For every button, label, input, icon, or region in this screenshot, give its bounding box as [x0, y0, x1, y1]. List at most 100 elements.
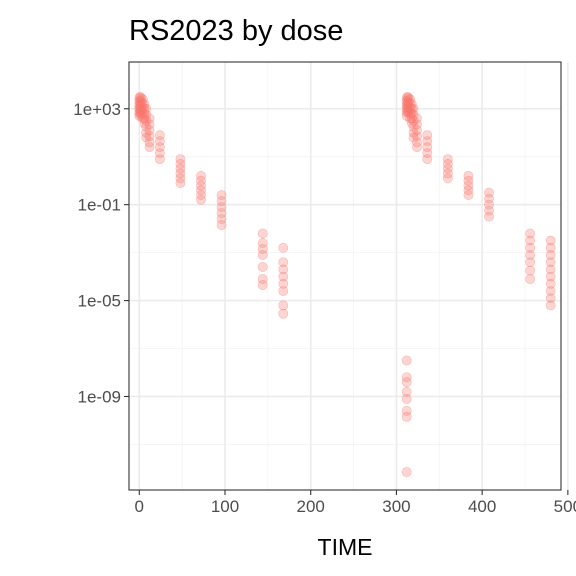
data-point — [196, 175, 206, 186]
data-point — [278, 257, 289, 268]
data-point — [136, 93, 146, 103]
data-point — [401, 93, 412, 103]
data-point — [412, 142, 422, 153]
data-point — [141, 132, 152, 143]
data-point — [408, 103, 419, 114]
x-axis: 0 100 200 300 400 500 — [135, 490, 576, 516]
data-point — [422, 142, 433, 153]
data-point — [257, 250, 268, 260]
data-point — [135, 99, 146, 109]
data-point — [144, 119, 155, 130]
data-point — [154, 142, 165, 153]
data-point — [137, 103, 148, 114]
data-point — [403, 97, 414, 108]
data-point — [422, 148, 433, 159]
data-point — [403, 93, 414, 103]
data-point — [401, 107, 412, 118]
data-point — [412, 137, 422, 148]
data-point — [545, 271, 556, 282]
data-point — [141, 127, 152, 138]
data-point — [137, 108, 148, 119]
x-tick-label: 0 — [135, 497, 144, 516]
data-point — [175, 163, 186, 174]
y-tick-label: 1e-01 — [78, 196, 121, 215]
data-points — [134, 91, 556, 477]
data-point — [545, 257, 556, 268]
data-point — [141, 103, 152, 114]
data-point — [525, 235, 536, 246]
data-point — [422, 130, 433, 141]
data-point — [135, 106, 146, 117]
data-point — [463, 175, 474, 186]
y-tick-label: 1e+03 — [73, 100, 121, 119]
data-point — [144, 131, 155, 142]
data-point — [412, 113, 422, 124]
data-point — [408, 127, 419, 138]
data-point — [525, 228, 536, 239]
data-point — [525, 265, 536, 276]
data-point — [442, 163, 453, 174]
data-point — [412, 125, 422, 136]
data-point — [525, 274, 536, 284]
data-point — [412, 131, 422, 142]
data-point — [442, 154, 453, 165]
data-point — [216, 208, 227, 218]
data-point — [139, 99, 150, 109]
data-point — [154, 130, 165, 141]
data-point — [136, 105, 146, 115]
data-point — [144, 125, 155, 136]
data-point — [406, 113, 417, 124]
data-point — [196, 170, 206, 181]
data-point — [545, 286, 556, 296]
data-point — [463, 180, 474, 191]
data-point — [401, 100, 412, 111]
data-point — [257, 274, 268, 284]
data-point — [401, 111, 412, 121]
data-point — [139, 103, 150, 114]
data-point — [545, 278, 556, 289]
data-point — [139, 113, 150, 124]
data-point — [141, 115, 152, 126]
data-point — [484, 187, 494, 198]
data-point — [278, 308, 289, 319]
data-point — [525, 242, 536, 253]
data-point — [139, 118, 150, 129]
data-point — [463, 185, 474, 196]
x-tick-label: 500 — [554, 497, 576, 516]
data-point — [136, 108, 146, 119]
data-point — [401, 355, 412, 366]
data-point — [402, 106, 413, 117]
data-point — [257, 280, 268, 290]
x-tick-label: 300 — [382, 497, 410, 516]
data-point — [134, 107, 145, 118]
data-point — [216, 196, 227, 206]
data-point — [278, 286, 289, 296]
data-point — [545, 264, 556, 275]
data-point — [484, 199, 494, 210]
data-point — [408, 121, 419, 132]
data-point — [406, 108, 417, 119]
data-point — [401, 96, 412, 107]
data-point — [545, 235, 556, 246]
data-point — [175, 159, 186, 169]
data-point — [545, 250, 556, 260]
data-point — [403, 102, 414, 113]
data-point — [154, 148, 165, 159]
data-point — [406, 118, 417, 129]
data-point — [135, 95, 146, 106]
data-point — [134, 93, 145, 103]
data-point — [278, 300, 289, 311]
data-point — [405, 94, 416, 105]
data-point — [216, 220, 227, 230]
data-point — [402, 102, 413, 113]
data-point — [175, 173, 186, 184]
data-point — [408, 132, 419, 143]
data-point — [154, 136, 165, 147]
data-point — [406, 99, 417, 109]
data-point — [134, 100, 145, 111]
data-point — [216, 202, 227, 212]
y-tick-label: 1e-05 — [78, 292, 121, 311]
data-point — [137, 113, 148, 124]
data-point — [137, 94, 148, 105]
